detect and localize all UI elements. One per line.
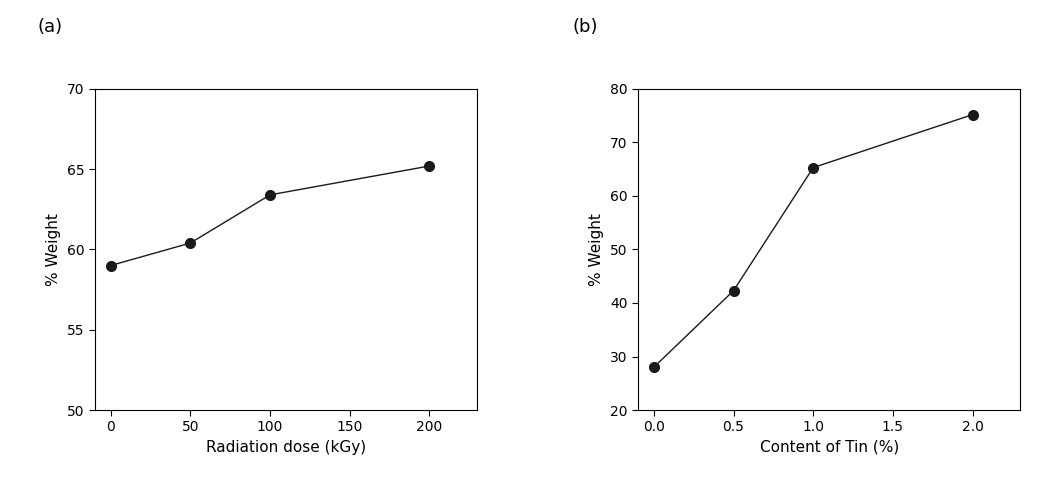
Text: (b): (b) bbox=[573, 18, 599, 36]
Y-axis label: % Weight: % Weight bbox=[46, 213, 61, 286]
X-axis label: Content of Tin (%): Content of Tin (%) bbox=[760, 440, 898, 455]
Text: (a): (a) bbox=[37, 18, 62, 36]
X-axis label: Radiation dose (kGy): Radiation dose (kGy) bbox=[206, 440, 366, 455]
Y-axis label: % Weight: % Weight bbox=[589, 213, 604, 286]
